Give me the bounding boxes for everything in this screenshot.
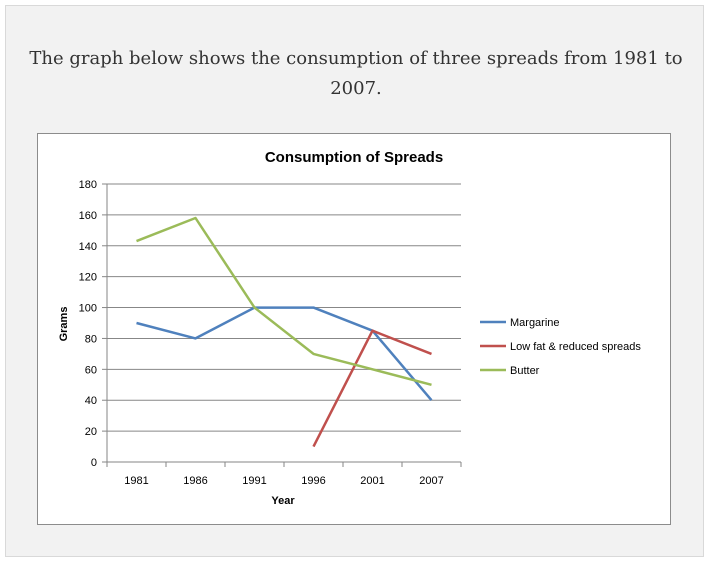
- y-tick-label: 180: [79, 179, 97, 191]
- x-tick-label: 1986: [183, 475, 207, 487]
- x-axis-label: Year: [271, 495, 295, 507]
- legend-label: Butter: [510, 365, 540, 377]
- x-tick-label: 1991: [242, 475, 266, 487]
- legend-label: Margarine: [510, 317, 560, 329]
- gridlines: [102, 183, 462, 467]
- y-tick-label: 120: [79, 272, 97, 284]
- x-tick-label: 1981: [124, 475, 148, 487]
- series-line-low-fat-reduced-spreads: [312, 329, 432, 448]
- series-line-margarine: [136, 306, 433, 402]
- y-tick-labels: 0 20 40 60 80 100 120 140 160 180: [79, 179, 97, 469]
- x-tick-label: 2007: [419, 475, 443, 487]
- x-tick-labels: 1981 1986 1991 1996 2001 2007: [124, 475, 443, 487]
- chart-caption: The graph below shows the consumption of…: [29, 48, 683, 99]
- y-tick-label: 0: [91, 457, 97, 469]
- y-tick-label: 80: [85, 333, 97, 345]
- y-tick-label: 160: [79, 210, 97, 222]
- y-tick-label: 40: [85, 395, 97, 407]
- chart-title: Consumption of Spreads: [265, 149, 443, 166]
- y-tick-label: 100: [79, 303, 97, 315]
- series-line-butter: [136, 216, 432, 387]
- y-tick-label: 60: [85, 364, 97, 376]
- series-lines: [136, 216, 433, 448]
- y-axis-label: Grams: [58, 307, 70, 342]
- y-tick-label: 140: [79, 241, 97, 253]
- legend-label: Low fat & reduced spreads: [510, 341, 641, 353]
- x-tick-label: 2001: [360, 475, 384, 487]
- line-chart: Consumption of Spreads 0 20 40 60 80 100 120 14…: [58, 149, 641, 507]
- chart-area: Consumption of Spreads 0 20 40 60 80 100 120 14…: [37, 133, 671, 525]
- legend: Margarine Low fat & reduced spreads Butter: [480, 317, 641, 377]
- y-tick-label: 20: [85, 426, 97, 438]
- x-tick-label: 1996: [301, 475, 325, 487]
